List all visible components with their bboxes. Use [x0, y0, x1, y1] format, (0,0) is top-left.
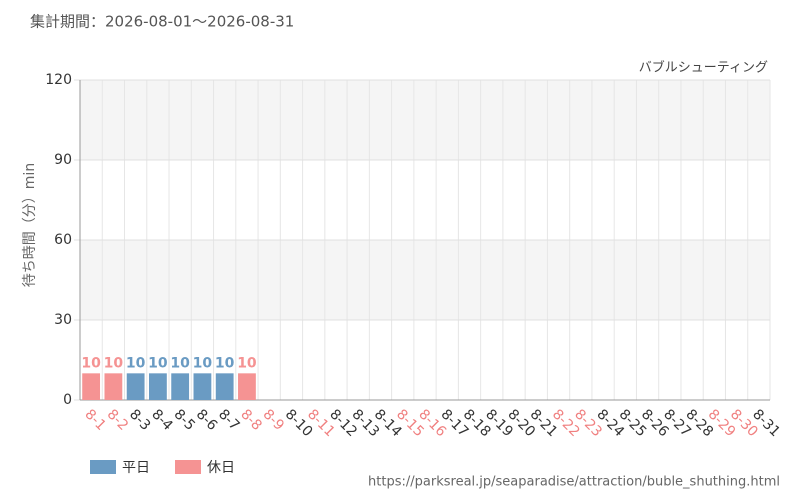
bar [82, 373, 101, 400]
data-label: 10 [237, 355, 257, 371]
legend-label: 休日 [207, 460, 235, 476]
x-tick-label: 8-6 [193, 406, 221, 434]
legend-swatch [90, 460, 116, 474]
bar [171, 373, 190, 400]
y-tick-label: 90 [54, 152, 72, 168]
x-tick-label: 8-8 [237, 406, 264, 433]
legend-label: 平日 [122, 460, 150, 476]
y-tick-label: 0 [63, 392, 72, 408]
bar [193, 373, 212, 400]
chart-title: 集計期間：2026-08-01～2026-08-31 [30, 13, 294, 31]
x-tick-label: 8-4 [148, 406, 176, 434]
y-axis-label: 待ち時間（分）min [22, 163, 38, 287]
source: https://parksreal.jp/seaparadise/attract… [368, 475, 780, 490]
plot-band [80, 80, 770, 160]
bar [149, 373, 167, 400]
plot-band [80, 240, 770, 320]
bar [104, 373, 123, 400]
data-label: 10 [126, 355, 146, 371]
x-tick-label: 8-2 [104, 406, 131, 433]
data-label: 10 [104, 355, 124, 371]
x-tick-label: 8-3 [126, 406, 153, 433]
data-label: 10 [81, 355, 101, 371]
legend-swatch [175, 460, 201, 474]
data-label: 10 [215, 355, 235, 371]
chart-subtitle: バブルシューティング [639, 60, 768, 76]
x-tick-label: 8-9 [260, 406, 287, 433]
data-label: 10 [148, 355, 168, 371]
x-tick-label: 8-1 [81, 406, 108, 433]
x-tick-label: 8-5 [171, 406, 198, 433]
y-tick-label: 30 [54, 312, 72, 328]
bar [238, 373, 256, 400]
y-tick-label: 120 [45, 72, 72, 88]
x-tick-label: 8-7 [215, 406, 242, 433]
data-label: 10 [170, 355, 190, 371]
bar [126, 373, 145, 400]
bar [215, 373, 234, 400]
data-label: 10 [193, 355, 213, 371]
y-tick-label: 60 [54, 232, 72, 248]
